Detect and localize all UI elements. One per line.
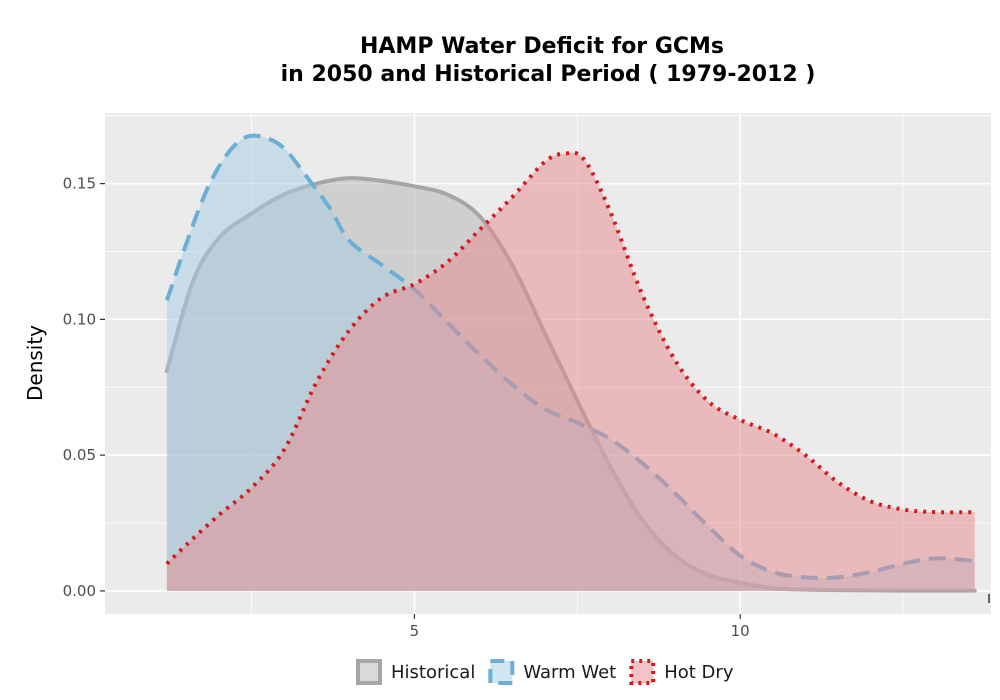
y-tick-label: 0.10 — [63, 310, 96, 328]
legend-label: Warm Wet — [523, 662, 616, 683]
legend-item-warm-wet: Warm Wet — [488, 659, 616, 685]
density-area-hot-dry — [166, 152, 975, 591]
y-tick-label: 0.00 — [63, 582, 96, 600]
legend-label: Hot Dry — [664, 662, 734, 683]
legend-key-fill — [358, 661, 380, 683]
y-axis-title: Density — [23, 325, 47, 401]
legend-key-fill — [490, 661, 513, 683]
x-tick-label: 10 — [731, 622, 750, 640]
chart-title-line1: HAMP Water Deficit for GCMs — [360, 34, 724, 59]
x-tick-label: 5 — [410, 622, 420, 640]
legend-label: Historical — [391, 662, 475, 683]
legend-key-fill — [631, 661, 654, 683]
density-line-hot-dry — [165, 150, 975, 566]
legend: Historical Warm Wet Hot Dry — [356, 659, 734, 685]
legend-key-border — [629, 659, 656, 685]
axis-ticks: 0.00 0.05 0.10 0.15 5 10 — [63, 175, 750, 640]
legend-key-border — [488, 659, 515, 685]
chart-title-line2: in 2050 and Historical Period ( 1979-201… — [281, 62, 816, 87]
y-tick-label: 0.05 — [63, 446, 96, 464]
legend-key-border — [356, 659, 382, 685]
y-tick-label: 0.15 — [63, 175, 96, 193]
legend-item-historical: Historical — [356, 659, 475, 685]
legend-item-hot-dry: Hot Dry — [629, 659, 734, 685]
density-series — [164, 133, 977, 593]
